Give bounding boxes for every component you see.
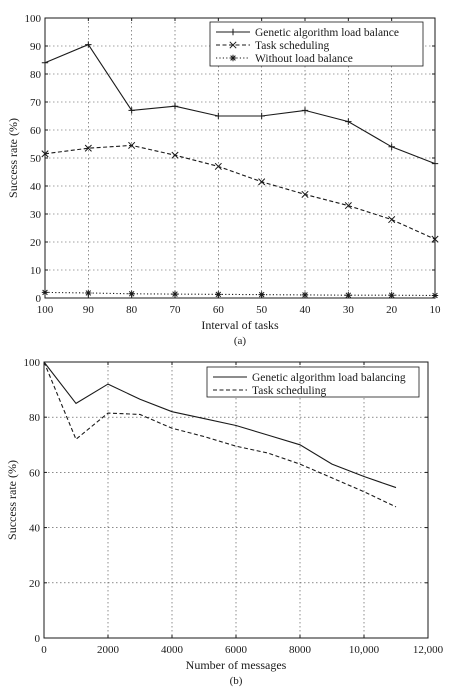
- legend-label: Genetic algorithm load balancing: [252, 372, 406, 384]
- x-tick-label: 8000: [289, 644, 312, 656]
- y-tick-label: 90: [30, 41, 42, 53]
- x-tick-label: 2000: [97, 644, 120, 656]
- panel-label: (b): [230, 675, 243, 687]
- legend-label: Task scheduling: [252, 385, 327, 397]
- legend-marker: [230, 55, 236, 61]
- series-3: [42, 289, 438, 298]
- legend-label: Without load balance: [255, 53, 353, 65]
- data-point: [432, 292, 438, 298]
- data-point: [172, 152, 178, 158]
- y-tick-label: 30: [30, 209, 42, 221]
- x-tick-label: 30: [343, 304, 355, 316]
- series-2: [42, 142, 438, 242]
- data-point: [85, 41, 91, 47]
- y-tick-label: 50: [30, 153, 42, 165]
- x-tick-label: 100: [37, 304, 54, 316]
- data-point: [345, 118, 351, 124]
- series-line: [45, 145, 435, 239]
- legend-label: Task scheduling: [255, 40, 330, 52]
- x-tick-label: 80: [126, 304, 138, 316]
- x-tick-label: 40: [300, 304, 312, 316]
- x-tick-label: 90: [83, 304, 95, 316]
- x-axis-label: Number of messages: [186, 658, 287, 672]
- y-tick-label: 80: [29, 412, 41, 424]
- x-tick-label: 10,000: [349, 644, 380, 656]
- y-tick-label: 100: [25, 13, 42, 25]
- data-point: [258, 113, 264, 119]
- chart-panel-2: 0 20 40 60 80 100 0 2000 4000 6000 8000 10,000 12,00…: [5, 357, 444, 687]
- data-point: [388, 144, 394, 150]
- data-point: [215, 291, 221, 297]
- y-tick-label: 60: [30, 125, 42, 137]
- data-point: [302, 191, 308, 197]
- x-tick-label: 0: [41, 644, 47, 656]
- data-point: [302, 292, 308, 298]
- legend-label: Genetic algorithm load balance: [255, 27, 399, 39]
- x-tick-label: 10: [430, 304, 442, 316]
- data-point: [345, 292, 351, 298]
- data-point: [215, 163, 221, 169]
- data-point: [258, 291, 264, 297]
- data-point: [128, 291, 134, 297]
- y-tick-label: 20: [30, 237, 42, 249]
- data-point: [128, 107, 134, 113]
- y-tick-label: 80: [30, 69, 42, 81]
- x-tick-label: 60: [213, 304, 225, 316]
- data-point: [85, 290, 91, 296]
- y-tick-label: 40: [29, 523, 41, 535]
- y-tick-label: 0: [35, 633, 41, 645]
- x-axis-label: Interval of tasks: [201, 318, 279, 332]
- y-tick-label: 10: [30, 265, 42, 277]
- data-point: [42, 60, 48, 66]
- y-tick-label: 60: [29, 467, 41, 479]
- data-point: [42, 289, 48, 295]
- panel-label: (a): [234, 335, 247, 347]
- series-line: [45, 292, 435, 295]
- x-tick-label: 12,000: [413, 644, 444, 656]
- x-tick-label: 4000: [161, 644, 184, 656]
- data-point: [432, 160, 438, 166]
- x-tick-label: 50: [256, 304, 268, 316]
- x-tick-label: 20: [386, 304, 398, 316]
- data-point: [215, 113, 221, 119]
- data-point: [172, 103, 178, 109]
- y-tick-label: 70: [30, 97, 42, 109]
- data-point: [172, 291, 178, 297]
- x-tick-label: 6000: [225, 644, 248, 656]
- y-tick-label: 100: [24, 357, 41, 369]
- y-tick-label: 20: [29, 578, 41, 590]
- x-tick-label: 70: [170, 304, 182, 316]
- y-axis-label: Success rate (%): [5, 460, 19, 540]
- data-point: [388, 292, 394, 298]
- y-tick-label: 40: [30, 181, 42, 193]
- data-point: [302, 107, 308, 113]
- data-point: [388, 216, 394, 222]
- y-axis-label: Success rate (%): [6, 118, 20, 198]
- data-point: [258, 179, 264, 185]
